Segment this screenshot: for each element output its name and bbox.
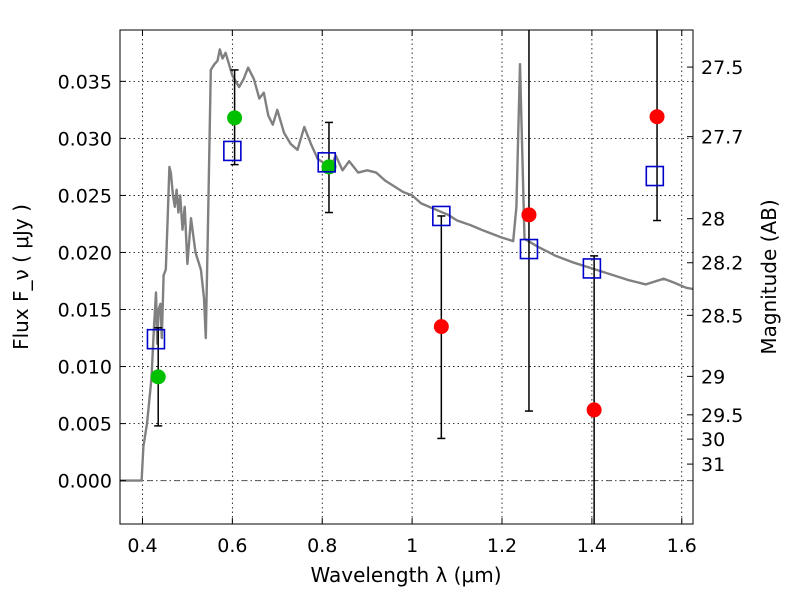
y2-tick-label: 30 xyxy=(701,429,725,451)
y2-tick-label: 29.5 xyxy=(701,405,743,427)
y-tick-label: 0.015 xyxy=(58,300,112,322)
y2-tick-label: 28.5 xyxy=(701,305,743,327)
green-point xyxy=(321,159,337,175)
y2-tick-label: 27.5 xyxy=(701,57,743,79)
x-axis-ticks: 0.4 0.6 0.8 1 1.2 1.4 1.6 xyxy=(127,30,697,557)
y2-axis-label: Magnitude (AB) xyxy=(757,199,781,354)
green-points-layer xyxy=(150,110,337,385)
x-tick-label: 0.8 xyxy=(307,535,337,557)
plot-frame xyxy=(119,29,694,525)
y-tick-label: 0.025 xyxy=(58,185,112,207)
model-square xyxy=(223,140,242,162)
y2-tick-label: 31 xyxy=(701,454,725,476)
y2-tick-label: 27.7 xyxy=(701,127,743,149)
y-tick-label: 0.030 xyxy=(58,128,112,150)
sed-curve-layer xyxy=(120,48,694,482)
y-tick-label: 0.005 xyxy=(58,414,112,436)
y2-tick-label: 28.2 xyxy=(701,253,743,275)
x-tick-label: 0.4 xyxy=(127,535,157,557)
x-tick-label: 0.6 xyxy=(217,535,247,557)
red-point xyxy=(649,109,665,125)
red-points-layer xyxy=(433,109,665,418)
red-point xyxy=(433,319,449,335)
y-tick-label: 0.000 xyxy=(58,471,112,493)
green-point xyxy=(150,369,166,385)
y-tick-label: 0.035 xyxy=(58,71,112,93)
red-point xyxy=(586,402,602,418)
y2-tick-label: 28 xyxy=(701,209,725,231)
model-square xyxy=(645,165,665,187)
model-points-layer xyxy=(146,140,665,350)
green-point xyxy=(227,110,243,126)
model-square xyxy=(146,328,166,350)
grid-lines xyxy=(120,30,693,524)
model-square xyxy=(519,238,539,260)
model-square xyxy=(432,205,451,227)
y-tick-label: 0.010 xyxy=(58,357,112,379)
x-tick-label: 1.4 xyxy=(577,535,607,557)
y2-tick-label: 29 xyxy=(701,366,725,388)
model-square xyxy=(582,258,602,279)
sed-line xyxy=(120,48,694,482)
y-tick-label: 0.020 xyxy=(58,242,112,264)
model-square xyxy=(317,152,337,173)
y2-axis-ticks: 27.5 27.7 28 28.2 28.5 29 29.530 31 xyxy=(687,57,743,476)
x-tick-label: 1.2 xyxy=(487,535,517,557)
plot-border xyxy=(119,29,694,525)
x-tick-label: 1.6 xyxy=(667,535,697,557)
y-axis-ticks: 0.000 0.005 0.010 0.015 0.020 0.025 0.030 0.035 xyxy=(58,71,126,493)
x-axis-label: Wavelength λ (μm) xyxy=(310,563,501,587)
x-tick-label: 1 xyxy=(406,535,418,557)
red-point xyxy=(521,207,537,223)
y-axis-label: Flux F_ν ( μJy ) xyxy=(9,204,33,350)
